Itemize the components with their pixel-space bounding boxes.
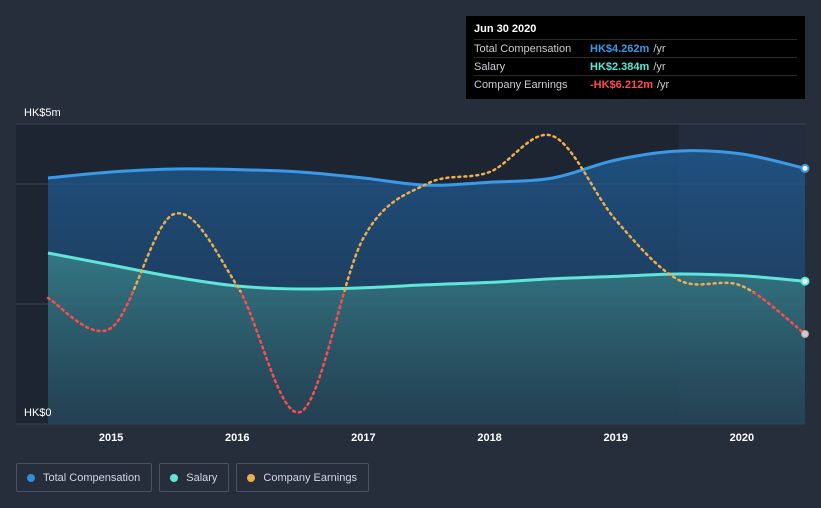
tooltip-unit: /yr [656,78,670,91]
tooltip: Jun 30 2020 Total Compensation HK$4.262m… [466,16,805,99]
y-axis-bottom-label: HK$0 [24,407,52,419]
salary-line [47,251,806,291]
legend-item-company-earnings[interactable]: Company Earnings [236,463,369,492]
salary-area [48,253,805,424]
y-axis-top-label: HK$5m [24,107,61,119]
legend-item-salary[interactable]: Salary [159,463,230,492]
tooltip-label: Salary [474,60,506,73]
tooltip-date: Jun 30 2020 [474,23,537,35]
legend-dot-icon [27,473,35,482]
salary-end-marker[interactable] [800,276,810,286]
tooltip-value: HK$2.384m [590,60,650,73]
tooltip-row-total-compensation: Total Compensation HK$4.262m /yr [474,39,797,57]
total-compensation-end-marker[interactable] [800,163,810,173]
x-tick-label: 2019 [604,432,628,444]
tooltip-label: Total Compensation [474,42,572,55]
tooltip-value: HK$4.262m [590,42,650,55]
legend-dot-icon [170,473,179,482]
legend-label: Salary [186,471,218,484]
tooltip-row-company-earnings: Company Earnings -HK$6.212m /yr [474,75,797,93]
company-earnings-line [131,133,756,292]
tooltip-unit: /yr [653,60,666,73]
x-tick-label: 2020 [730,432,754,444]
legend-dot-icon [247,473,256,482]
tooltip-row-salary: Salary HK$2.384m /yr [474,57,797,75]
legend-item-total-compensation[interactable]: Total Compensation [16,463,153,492]
x-tick-label: 2018 [477,432,501,444]
legend: Total Compensation Salary Company Earnin… [16,463,369,492]
x-tick-label: 2017 [351,432,375,444]
tooltip-unit: /yr [653,42,666,55]
legend-label: Total Compensation [43,471,141,484]
legend-label: Company Earnings [263,471,357,484]
x-tick-label: 2015 [99,432,123,444]
company-earnings-end-marker[interactable] [801,330,809,338]
tooltip-value: -HK$6.212m [590,78,653,91]
tooltip-label: Company Earnings [474,78,568,91]
x-tick-label: 2016 [225,432,249,444]
